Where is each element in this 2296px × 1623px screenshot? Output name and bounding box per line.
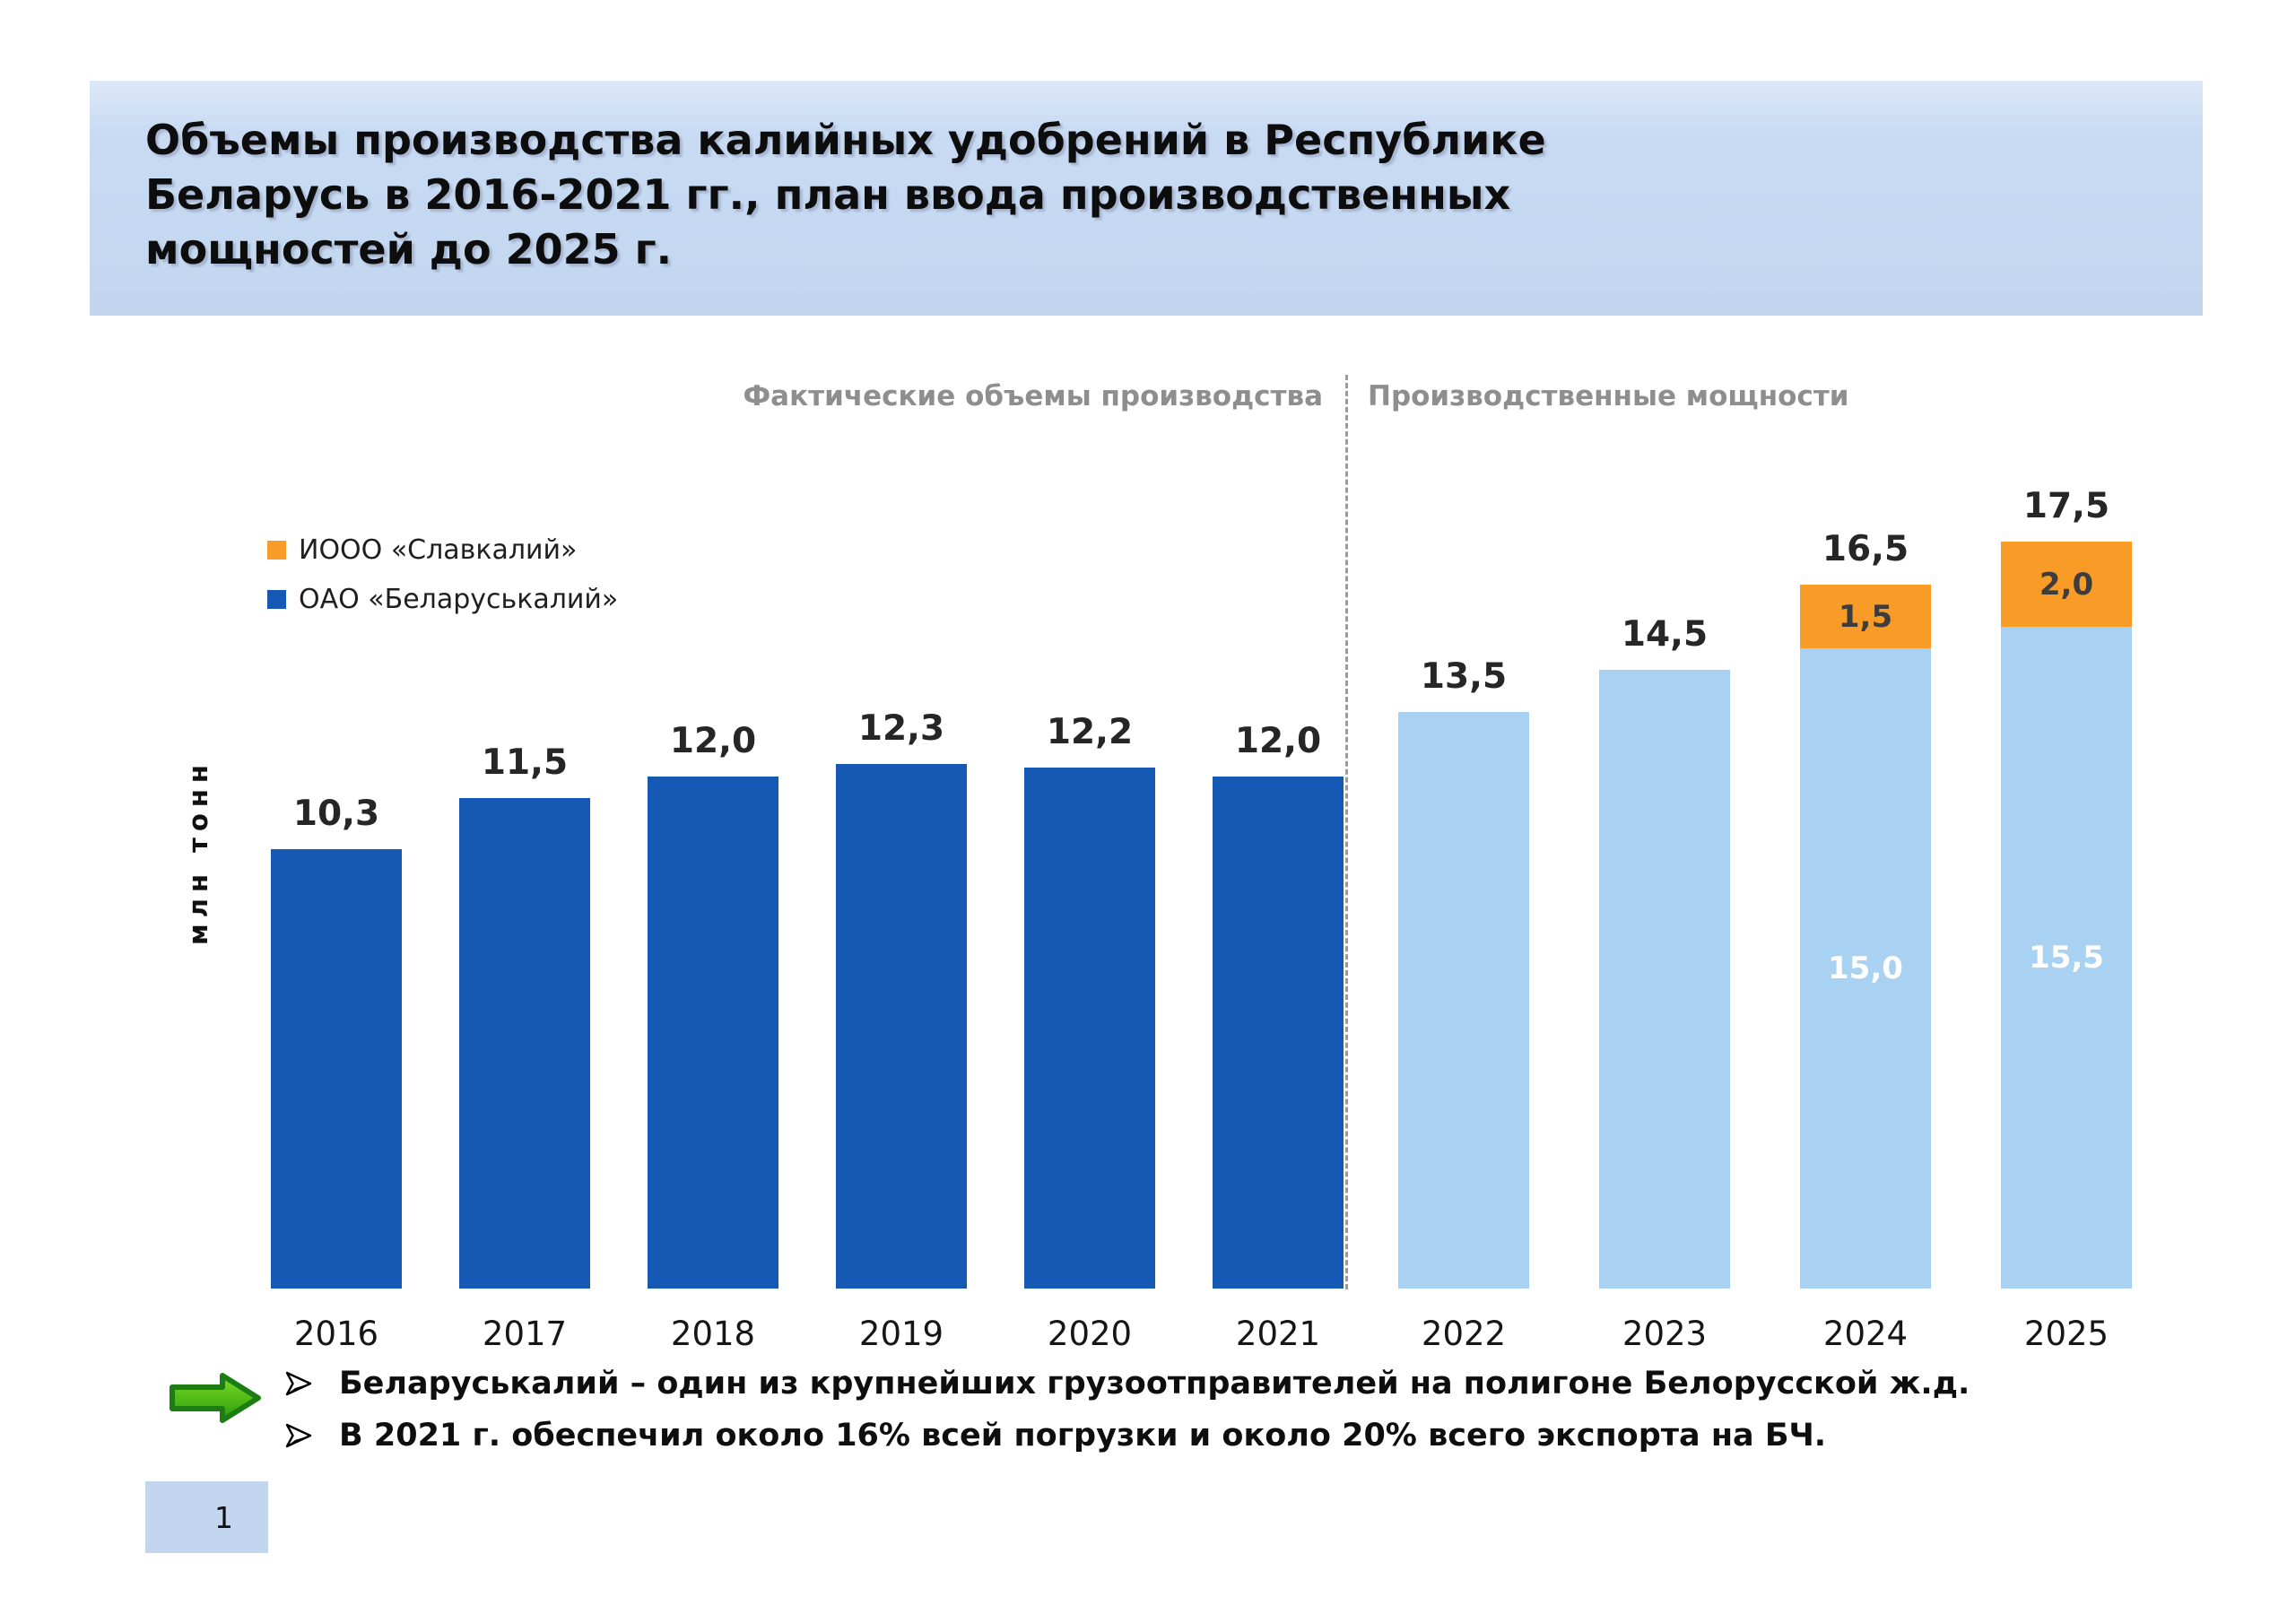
section-label-actual-volumes: Фактические объемы производства [743,380,1323,412]
x-axis-label-2024: 2024 [1822,1315,1909,1353]
bar-inner-value-label: 1,5 [1838,598,1893,635]
bar-value-label-2023: 14,5 [1621,614,1709,655]
bar-inner-value-label: 15,5 [2029,940,2104,976]
bar-value-label-2017: 11,5 [481,742,569,783]
title-banner: Объемы производства калийных удобрений в… [90,81,2203,316]
bar-segment-2018-actual [648,777,778,1289]
slide-title-line-3: мощностей до 2025 г. [145,225,673,274]
bar-segment-2019-actual [836,764,967,1289]
x-axis-label-2016: 2016 [293,1315,379,1353]
x-axis-label-2020: 2020 [1047,1315,1133,1353]
chart-legend: ИООО «Славкалий» ОАО «Беларуськалий» [267,525,618,624]
bullet-text: В 2021 г. обеспечил около 16% всей погру… [339,1417,1827,1454]
bar-value-label-2016: 10,3 [292,794,380,834]
bar-segment-2024-capacity: 15,0 [1800,648,1931,1289]
legend-label: ИООО «Славкалий» [299,534,578,566]
green-arrow-icon [170,1373,261,1423]
bullet-list: Беларуськалий – один из крупнейших грузо… [285,1365,2187,1469]
legend-swatch-icon [267,541,286,560]
legend-label: ОАО «Беларуськалий» [299,584,619,615]
bullet-text: Беларуськалий – один из крупнейших грузо… [339,1366,1970,1402]
legend-item-1: ОАО «Беларуськалий» [267,575,618,624]
bar-segment-2016-actual [271,849,402,1289]
bar-value-label-2022: 13,5 [1420,656,1508,697]
bullet-row-1: В 2021 г. обеспечил около 16% всей погру… [285,1417,2187,1456]
slide-title: Объемы производства калийных удобрений в… [145,113,1546,278]
bar-value-label-2019: 12,3 [857,708,945,749]
x-axis-label-2022: 2022 [1421,1315,1507,1353]
bar-segment-2025-expansion: 2,0 [2001,542,2132,627]
bar-value-label-2024: 16,5 [1822,529,1909,569]
bar-value-label-2020: 12,2 [1046,712,1134,752]
x-axis-label-2021: 2021 [1235,1315,1321,1353]
x-axis-label-2018: 2018 [670,1315,756,1353]
slide-title-line-2: Беларусь в 2016-2021 гг., план ввода про… [145,170,1511,220]
bar-segment-2021-actual [1213,777,1344,1289]
bar-inner-value-label: 15,0 [1828,950,1903,986]
bar-value-label-2018: 12,0 [669,721,757,761]
bar-segment-2020-actual [1024,768,1155,1289]
x-axis-label-2019: 2019 [858,1315,944,1353]
bar-value-label-2021: 12,0 [1234,721,1322,761]
bar-segment-2023-capacity [1599,670,1730,1289]
arrowhead-bullet-icon [285,1422,312,1453]
bar-segment-2025-capacity: 15,5 [2001,627,2132,1289]
x-axis-label-2025: 2025 [2023,1315,2109,1353]
bar-segment-2024-expansion: 1,5 [1800,585,1931,648]
slide-title-line-1: Объемы производства калийных удобрений в… [145,116,1546,164]
x-axis-label-2023: 2023 [1622,1315,1708,1353]
arrowhead-bullet-icon [285,1370,312,1401]
bar-segment-2022-capacity [1398,712,1529,1289]
legend-item-0: ИООО «Славкалий» [267,525,618,575]
bar-inner-value-label: 2,0 [2039,566,2094,603]
section-divider-dashed-line [1345,375,1348,1289]
x-axis-label-2017: 2017 [482,1315,568,1353]
section-label-production-capacity: Производственные мощности [1368,380,1849,412]
legend-swatch-icon [267,590,286,609]
bullet-row-0: Беларуськалий – один из крупнейших грузо… [285,1365,2187,1404]
page-number-box: 1 [145,1481,268,1553]
page-number: 1 [214,1499,233,1535]
bar-segment-2017-actual [459,798,590,1289]
bar-value-label-2025: 17,5 [2022,486,2110,526]
